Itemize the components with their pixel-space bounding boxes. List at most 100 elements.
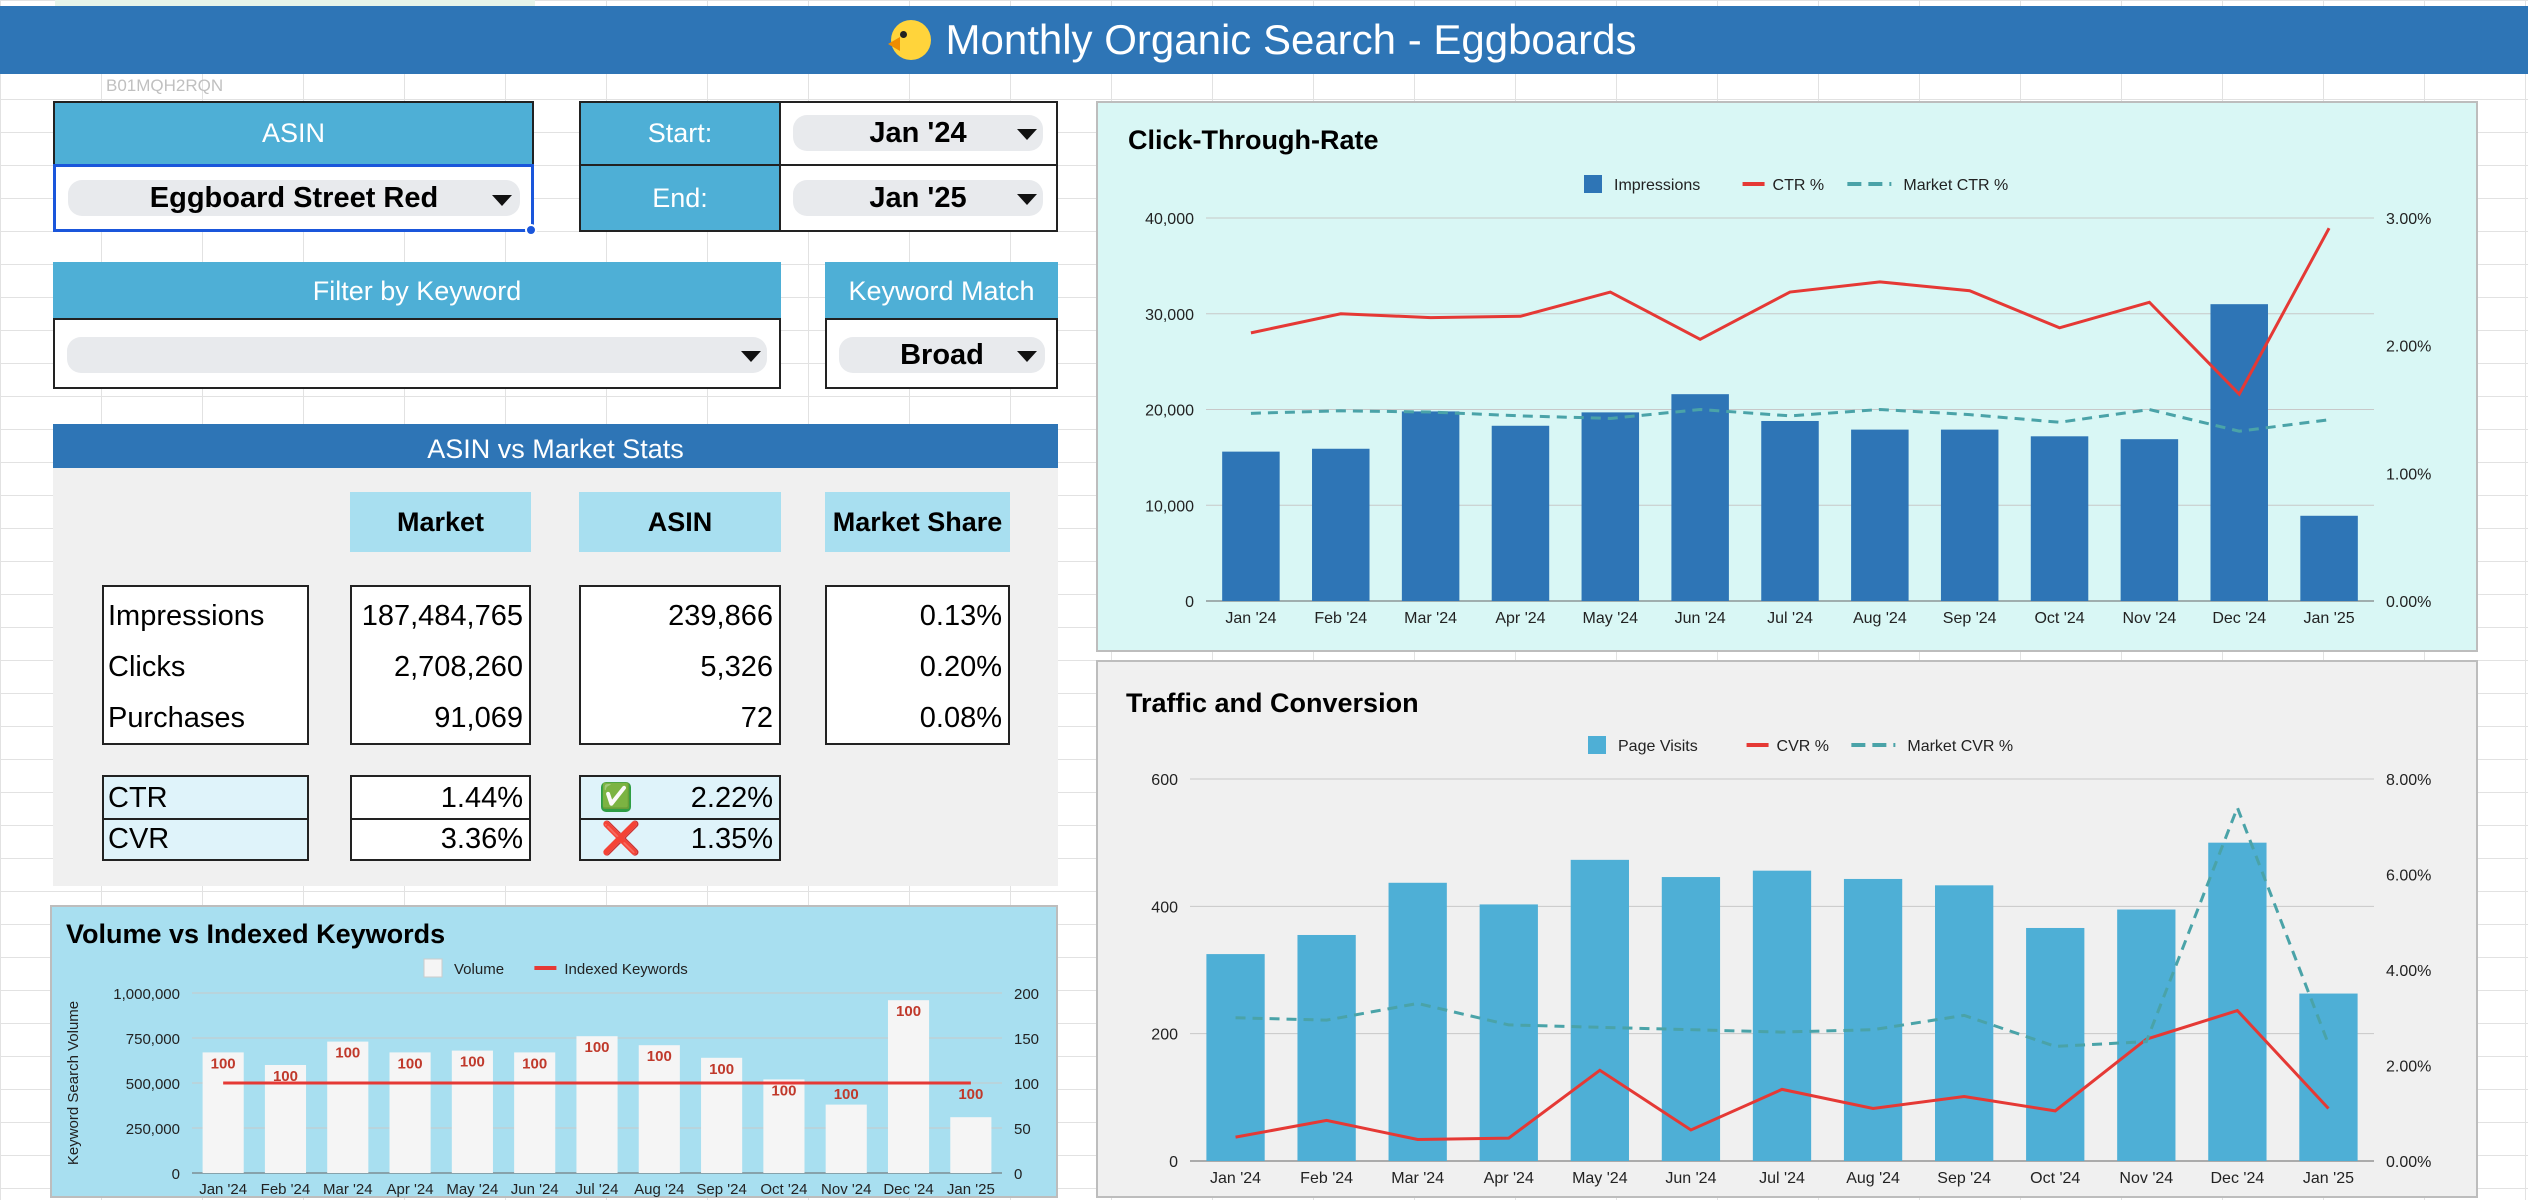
data-label-5: 100 [522, 1055, 547, 1072]
chevron-down-icon [1017, 129, 1037, 140]
series-dashed-line-2 [1250, 407, 2330, 433]
y-tick-label: 10,000 [1145, 498, 1194, 515]
y2-tick-label: 1.00% [2386, 466, 2431, 483]
x-tick-label: Jun '24 [511, 1181, 559, 1198]
x-tick-label: Mar '24 [1404, 610, 1457, 627]
stats-market: 187,484,765 2,708,260 91,069 [350, 585, 531, 745]
keyword-filter-dropdown[interactable] [53, 318, 781, 389]
x-tick-label: Jan '25 [2304, 610, 2355, 627]
x-tick-label: Nov '24 [2119, 1170, 2173, 1187]
cross-icon: ❌ [601, 820, 641, 856]
data-label-11: 100 [896, 1003, 921, 1020]
keyword-match-header: Keyword Match [825, 262, 1058, 320]
x-tick-label: Aug '24 [1853, 610, 1907, 627]
bar-0 [202, 1052, 244, 1173]
chart-svg-0: 0 10,000 20,000 30,000 40,000 0.00% 1.00% 2.00%… [1145, 175, 2431, 627]
x-tick-label: May '24 [1572, 1170, 1628, 1187]
y2-tick-label: 200 [1014, 986, 1039, 1003]
bar-7 [1851, 429, 1909, 601]
bar-2 [1401, 411, 1460, 601]
x-tick-label: Oct '24 [760, 1181, 807, 1198]
bar-9 [2030, 436, 2089, 601]
asin-dropdown[interactable]: Eggboard Street Red [53, 164, 537, 236]
bar-11 [2208, 842, 2267, 1161]
x-tick-label: Feb '24 [1300, 1170, 1353, 1187]
x-tick-label: Apr '24 [387, 1181, 434, 1198]
x-tick-label: Jan '24 [199, 1181, 247, 1198]
bar-8 [1940, 429, 1999, 601]
legend-label-1: CTR % [1773, 177, 1825, 194]
purchases-share: 0.08% [919, 702, 1002, 734]
divider [352, 818, 529, 820]
x-tick-label: Apr '24 [1495, 610, 1545, 627]
chevron-down-icon [741, 351, 761, 362]
x-tick-label: Nov '24 [821, 1181, 871, 1198]
data-label-3: 100 [398, 1055, 423, 1072]
legend-label-2: Market CVR % [1907, 738, 2013, 755]
ctr-asin: 2.22% [690, 782, 773, 814]
divider [104, 818, 307, 820]
y-tick-label: 400 [1151, 899, 1178, 916]
ctr-chart-title: Click-Through-Rate [1128, 125, 1379, 155]
y2-tick-label: 0.00% [2386, 1154, 2431, 1171]
stats-labels: Impressions Clicks Purchases [102, 585, 309, 745]
x-tick-label: Jun '24 [1675, 610, 1726, 627]
rate-label-ctr: CTR [108, 782, 168, 814]
x-tick-label: Dec '24 [883, 1181, 933, 1198]
rate-label-cvr: CVR [108, 823, 170, 855]
y-tick-label: 0 [172, 1166, 180, 1183]
data-label-4: 100 [460, 1054, 485, 1071]
start-value: Jan '24 [869, 116, 967, 149]
y2-tick-label: 3.00% [2386, 211, 2431, 228]
rate-labels: CTR CVR [102, 775, 309, 861]
end-dropdown[interactable]: Jan '25 [779, 164, 1058, 232]
start-dropdown[interactable]: Jan '24 [779, 101, 1058, 166]
y-tick-label: 500,000 [126, 1076, 180, 1093]
end-pill: Jan '25 [793, 180, 1043, 216]
clicks-share: 0.20% [919, 651, 1002, 683]
y-tick-label: 0 [1185, 594, 1194, 611]
bar-2 [1388, 882, 1447, 1161]
start-label: Start: [579, 101, 781, 166]
end-label: End: [579, 164, 781, 232]
bar-9 [2026, 927, 2085, 1161]
data-label-6: 100 [584, 1039, 609, 1056]
y-tick-label: 250,000 [126, 1121, 180, 1138]
x-tick-label: Mar '24 [1391, 1170, 1444, 1187]
start-pill: Jan '24 [793, 115, 1043, 151]
y2-tick-label: 100 [1014, 1076, 1039, 1093]
x-tick-label: Oct '24 [2030, 1170, 2080, 1187]
bar-12 [2300, 515, 2358, 601]
x-tick-label: Jul '24 [576, 1181, 619, 1198]
bar-1 [1297, 934, 1356, 1161]
clicks-asin: 5,326 [700, 651, 773, 683]
legend-swatch-0 [1584, 175, 1602, 193]
legend-label-0: Impressions [1614, 177, 1700, 194]
y2-tick-label: 4.00% [2386, 963, 2431, 980]
rate-market: 1.44% 3.36% [350, 775, 531, 861]
keyword-match-dropdown[interactable]: Broad [825, 318, 1058, 389]
bar-7 [1843, 878, 1903, 1161]
data-label-2: 100 [335, 1045, 360, 1062]
bar-3 [389, 1052, 431, 1173]
bar-3 [1491, 425, 1550, 601]
x-tick-label: Mar '24 [323, 1181, 373, 1198]
selection-handle[interactable] [525, 224, 537, 236]
x-tick-label: Aug '24 [634, 1181, 684, 1198]
x-tick-label: Jan '24 [1225, 610, 1276, 627]
bar-10 [2117, 909, 2176, 1161]
data-label-9: 100 [771, 1082, 796, 1099]
x-tick-label: Jan '24 [1210, 1170, 1261, 1187]
stats-title: ASIN vs Market Stats [53, 424, 1058, 474]
bar-5 [514, 1052, 556, 1173]
volume-chart-title: Volume vs Indexed Keywords [66, 919, 446, 949]
impressions-market: 187,484,765 [361, 600, 523, 632]
chart-svg-2: 0 250,000 500,000 750,000 1,000,000 0 50 100 150… [65, 958, 1039, 1198]
x-tick-label: Apr '24 [1484, 1170, 1534, 1187]
x-tick-label: May '24 [446, 1181, 498, 1198]
ctr-market: 1.44% [440, 782, 523, 814]
x-tick-label: Sep '24 [696, 1181, 746, 1198]
page-title-text: Monthly Organic Search - Eggboards [945, 16, 1637, 63]
col-market: Market [350, 492, 531, 552]
x-tick-label: Sep '24 [1937, 1170, 1991, 1187]
